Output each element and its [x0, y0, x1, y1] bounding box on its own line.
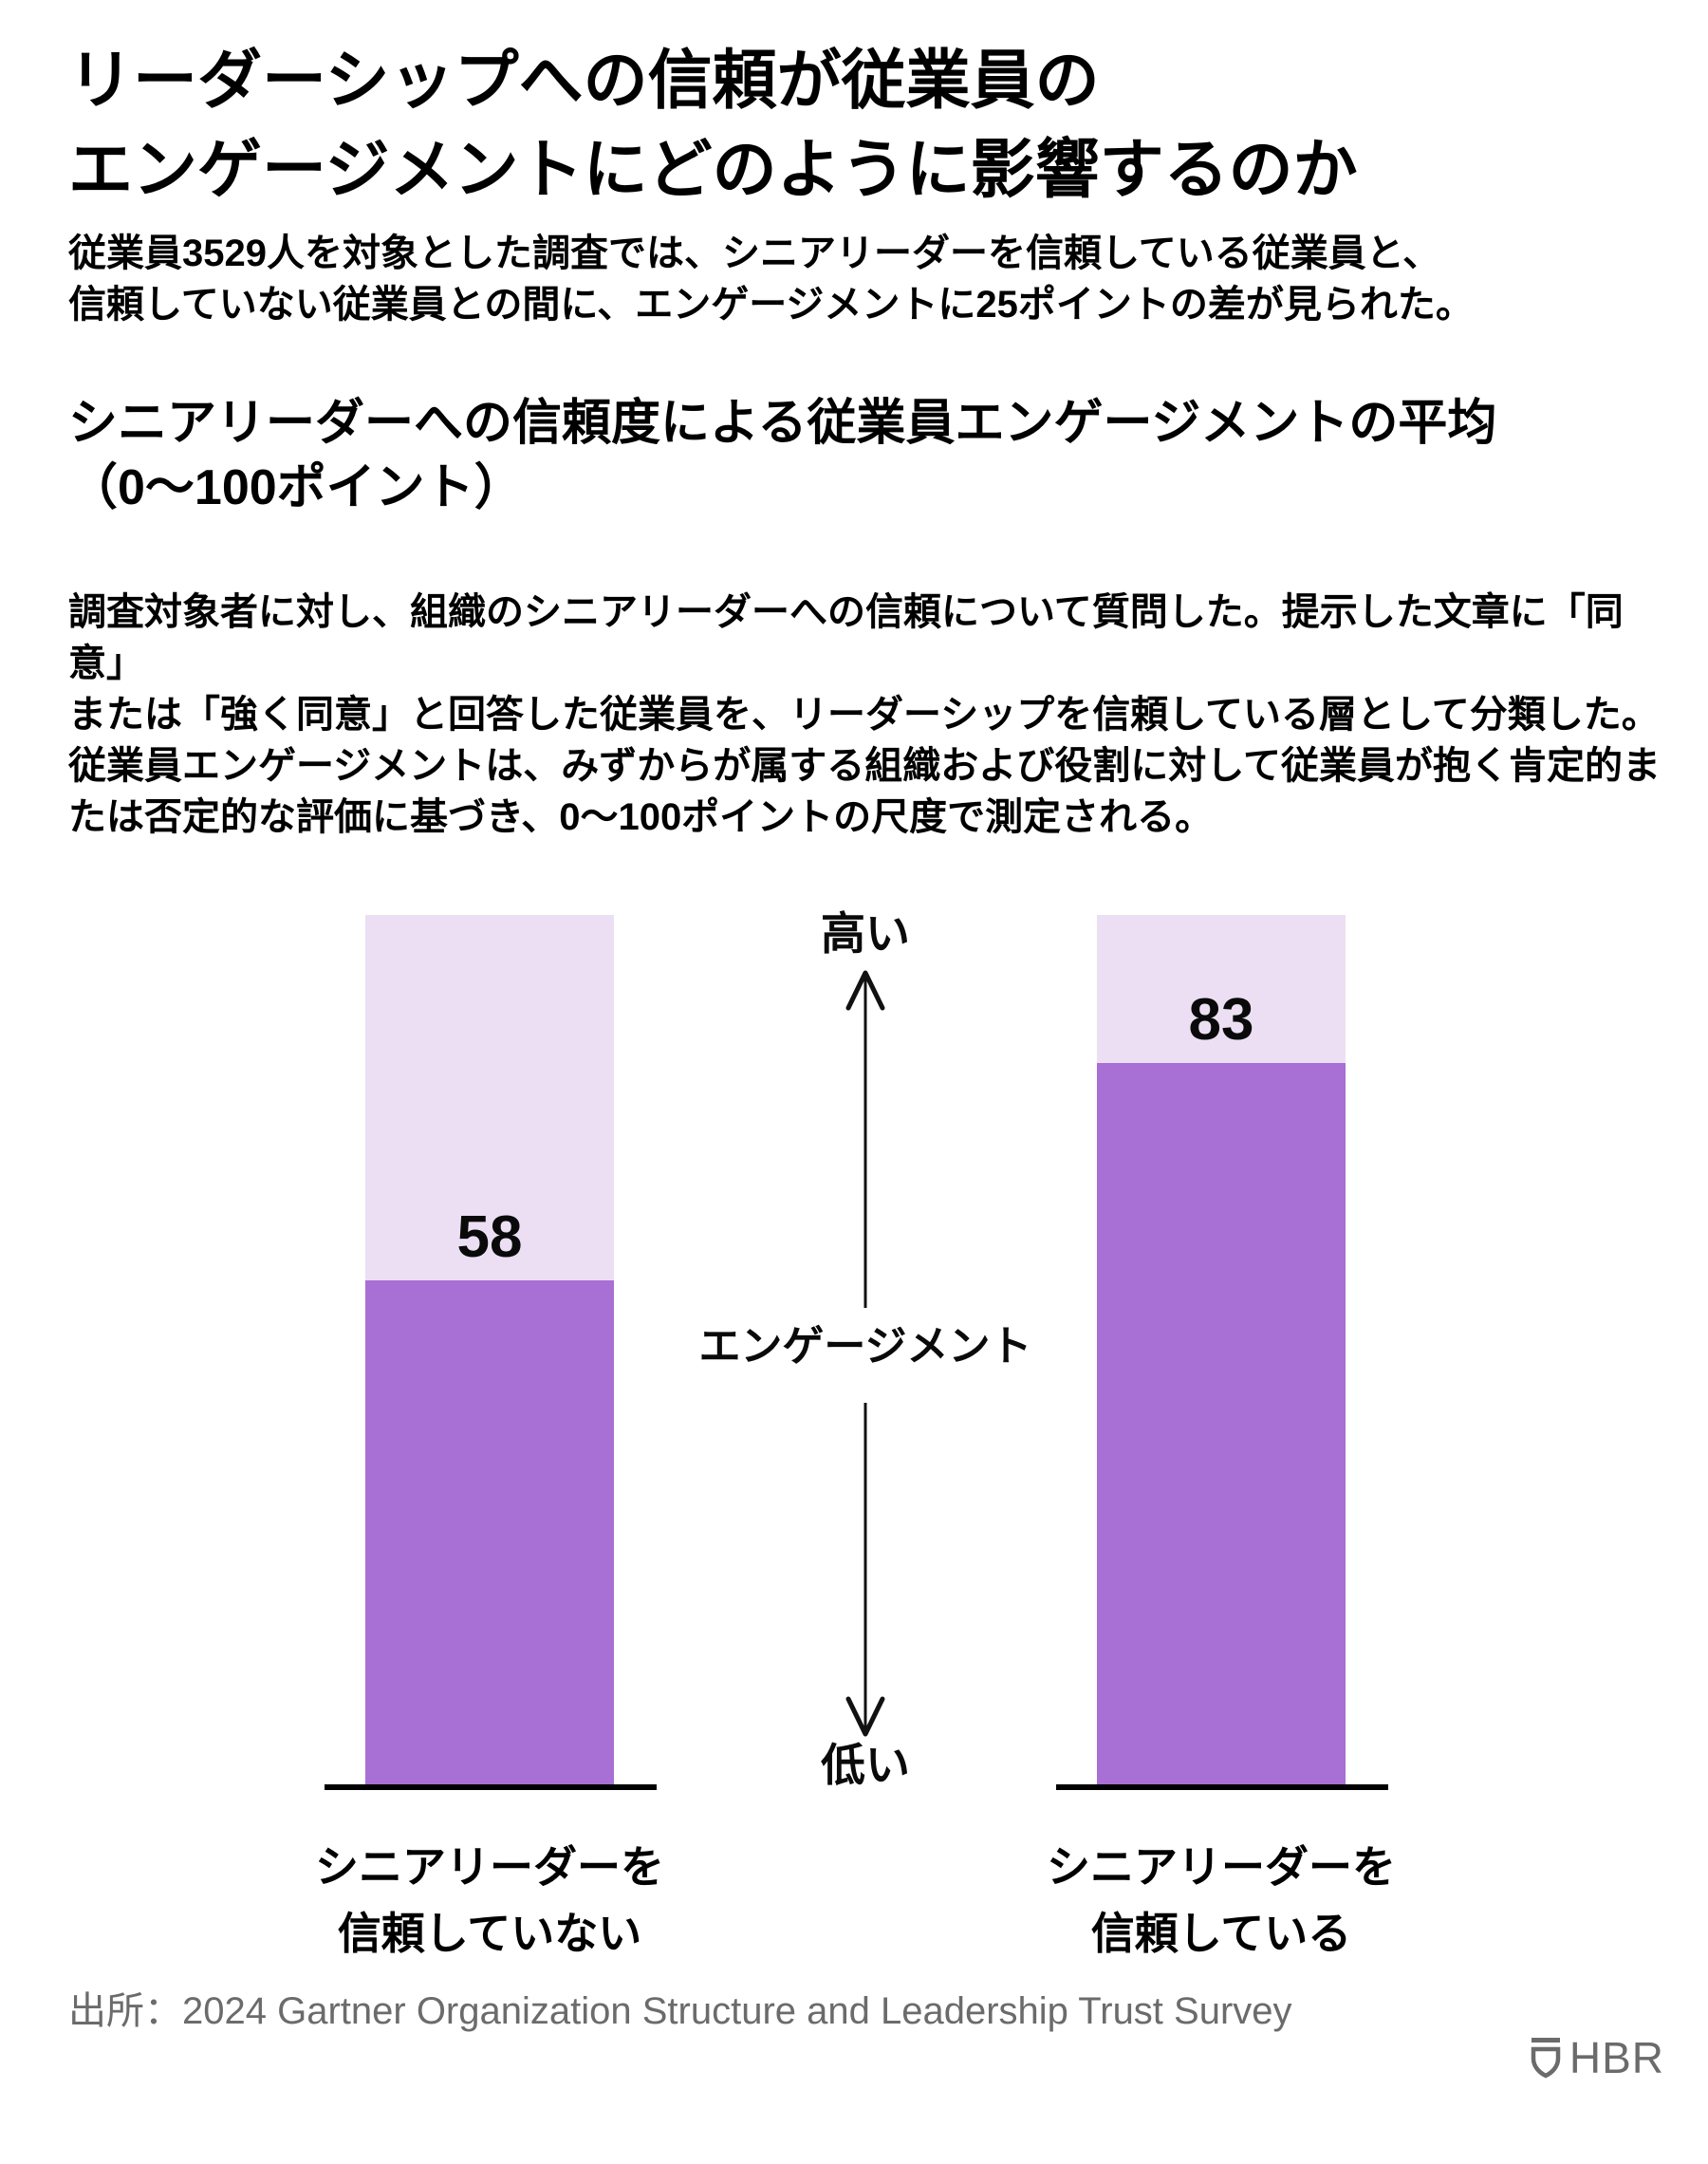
chart-description-line2: または「強く同意」と回答した従業員を、リーダーシップを信頼している層として分類し…	[68, 694, 1660, 736]
source-credit: 出所：2024 Gartner Organization Structure a…	[68, 1990, 1292, 2032]
category-label-not-trust-line1: シニアリーダーを	[315, 1842, 664, 1892]
bar-value-not-trust: 58	[456, 1203, 523, 1270]
chart-description-line1: 調査対象者に対し、組織のシニアリーダーへの信頼について質問した。提示した文章に「…	[68, 591, 1624, 684]
hbr-logo-text: HBR	[1569, 2033, 1664, 2082]
bar-value-trust: 83	[1188, 986, 1254, 1053]
bar-track-trust: 83	[1097, 915, 1346, 1784]
page-subtitle: 従業員3529人を対象とした調査では、シニアリーダーを信頼している従業員と、 信…	[68, 228, 1643, 330]
baseline-right	[1056, 1784, 1388, 1790]
page-title-line2: エンゲージメントにどのように影響するのか	[68, 134, 1358, 206]
category-label-not-trust-line2: 信頼していない	[337, 1909, 642, 1958]
down-arrow-icon	[845, 1403, 885, 1737]
chart-heading-line2: （0～100ポイント）	[68, 460, 524, 515]
page-title: リーダーシップへの信頼が従業員の エンゲージメントにどのように影響するのか	[68, 36, 1643, 215]
chart-description: 調査対象者に対し、組織のシニアリーダーへの信頼について質問した。提示した文章に「…	[68, 587, 1662, 843]
bar-fill-trust	[1097, 1062, 1346, 1784]
chart-heading: シニアリーダーへの信頼度による従業員エンゲージメントの平均 （0～100ポイント…	[68, 391, 1643, 520]
chart-heading-line1: シニアリーダーへの信頼度による従業員エンゲージメントの平均	[68, 396, 1497, 451]
scale-low-label: 低い	[821, 1740, 910, 1790]
baseline-left	[325, 1784, 657, 1790]
page-subtitle-line1: 従業員3529人を対象とした調査では、シニアリーダーを信頼している従業員と、	[68, 233, 1441, 274]
chart-description-line3: 従業員エンゲージメントは、みずからが属する組織および役割に対して従業員が抱く肯定…	[68, 745, 1661, 787]
page-subtitle-line2: 信頼していない従業員との間に、エンゲージメントに25ポイントの差が見られた。	[68, 284, 1474, 326]
bar-fill-not-trust	[365, 1279, 614, 1784]
category-label-trust: シニアリーダーを 信頼している	[975, 1834, 1468, 1967]
chart-description-line4: たは否定的な評価に基づき、0～100ポイントの尺度で測定される。	[68, 796, 1214, 838]
up-arrow-icon	[845, 970, 885, 1308]
page-title-line1: リーダーシップへの信頼が従業員の	[68, 45, 1100, 117]
category-label-trust-line1: シニアリーダーを	[1047, 1842, 1396, 1892]
category-label-trust-line2: 信頼している	[1090, 1909, 1352, 1958]
bar-track-not-trust: 58	[365, 915, 614, 1784]
scale-axis-title: エンゲージメント	[698, 1323, 1032, 1370]
category-label-not-trust: シニアリーダーを 信頼していない	[243, 1834, 736, 1967]
hbr-shield-icon	[1531, 2038, 1561, 2079]
scale-high-label: 高い	[821, 908, 910, 959]
hbr-logo: HBR	[1527, 2035, 1664, 2080]
